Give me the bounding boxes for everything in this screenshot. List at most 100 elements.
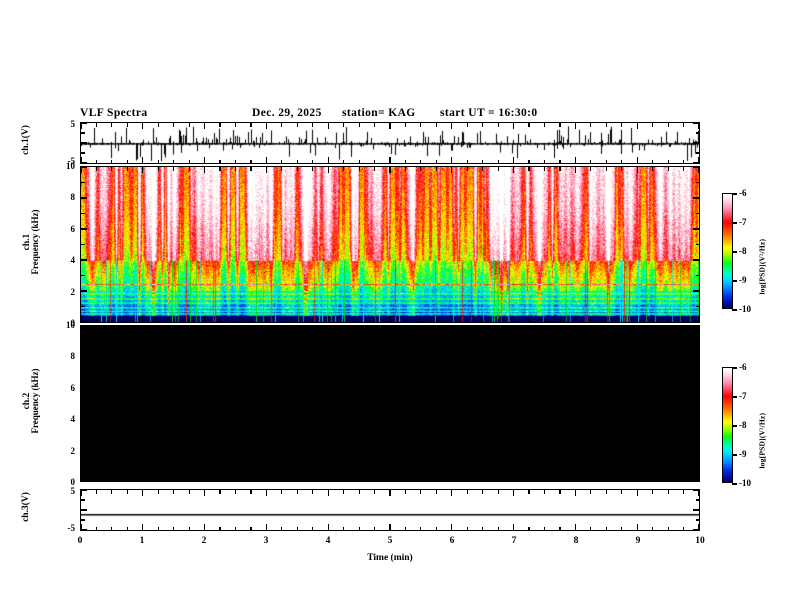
axis-tick [219,159,221,163]
axis-tick [682,123,685,127]
axis-tick [312,490,314,494]
axis-tick [404,318,407,322]
axis-tick [389,157,391,163]
axis-tick [389,123,391,129]
axis-tick [343,477,345,481]
axis-tick [296,526,298,530]
axis-tick [312,526,314,530]
axis-tick [358,318,360,322]
axis-tick [420,159,422,163]
freq-ytick-label: 10 [66,161,75,171]
colorbar-tick-label: -10 [739,478,751,488]
axis-tick [543,477,546,481]
axis-tick [111,490,113,494]
axis-tick [497,526,499,530]
axis-tick [466,526,468,530]
colorbar-tick [732,454,737,456]
axis-tick [513,316,515,322]
axis-tick [81,290,87,292]
axis-tick [281,326,283,330]
axis-tick [265,524,267,530]
axis-tick [358,490,360,494]
axis-tick [621,318,623,322]
axis-tick [95,326,98,330]
colorbar-ch2-gradient [723,368,732,482]
colorbar-tick-label: -6 [739,362,747,372]
axis-tick [265,326,267,332]
axis-tick [173,123,175,127]
axis-tick [652,526,654,530]
axis-tick [695,243,699,246]
freq-ytick-label: 4 [70,414,76,425]
axis-tick [157,326,159,330]
axis-tick [358,167,360,171]
axis-tick [188,490,190,494]
axis-tick [404,123,407,127]
axis-tick [95,167,98,171]
axis-tick [142,123,144,129]
axis-tick [81,167,82,173]
axis-tick [204,524,206,530]
axis-tick [81,228,87,230]
axis-tick [482,167,484,171]
panel-ch2-spectrogram [80,325,700,482]
colorbar-ch1-title: log[PSD](V²/Hz) [757,238,767,295]
axis-tick [157,167,159,171]
axis-tick [636,326,638,332]
axis-tick [281,167,283,171]
axis-tick [482,159,484,163]
axis-tick [111,526,113,530]
axis-tick [111,123,113,127]
axis-tick [451,316,453,322]
axis-tick [81,529,87,530]
axis-tick [219,167,221,171]
axis-tick [234,123,237,127]
axis-tick [81,418,87,420]
axis-tick [559,318,561,322]
axis-tick [111,326,113,330]
axis-tick [219,326,221,330]
axis-tick [466,167,468,171]
axis-tick [695,519,699,521]
axis-tick [296,490,298,494]
axis-tick [695,152,699,154]
ch1-waveform-ylabel: ch.1(V) [21,125,31,155]
axis-tick [188,318,190,322]
axis-tick [435,477,437,481]
axis-tick [265,123,267,129]
axis-tick [389,167,391,173]
axis-tick [528,159,530,163]
xaxis-tick-label: 10 [695,536,705,546]
axis-tick [81,305,85,308]
axis-tick [126,490,128,494]
colorbar-ch2-title: log[PSD](V²/Hz) [757,412,767,469]
ch3-waveform-ylabel: ch.3(V) [21,492,31,522]
axis-tick [682,490,685,494]
axis-tick [605,159,607,163]
axis-tick [265,157,267,163]
axis-tick [574,123,576,129]
axis-tick [373,123,376,127]
axis-tick [590,526,592,530]
axis-tick [652,326,654,330]
axis-tick [466,159,468,163]
axis-tick [281,159,283,163]
colorbar-tick-label: -6 [739,188,747,198]
axis-tick [574,524,576,530]
axis-tick [698,490,699,496]
axis-tick [250,490,252,494]
axis-tick [157,123,159,127]
axis-tick [95,123,98,127]
axis-tick [652,159,654,163]
axis-tick [81,449,87,451]
axis-tick [693,490,699,491]
axis-tick [234,326,237,330]
colorbar-tick-label: -7 [739,391,747,401]
axis-tick [497,123,499,127]
axis-tick [497,167,499,171]
axis-tick [188,159,190,163]
axis-tick [327,490,329,496]
axis-tick [574,475,576,481]
axis-tick [81,152,85,154]
ch1-waveform-canvas [81,123,699,163]
